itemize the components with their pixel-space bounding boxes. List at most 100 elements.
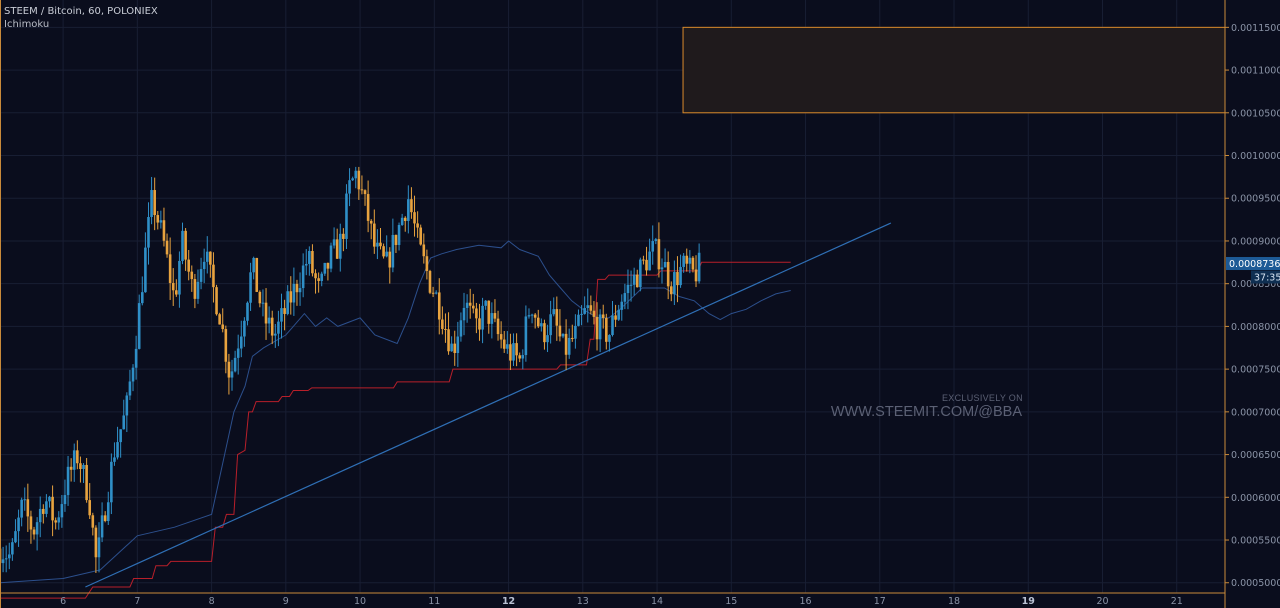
x-tick-label: 7 bbox=[134, 596, 140, 607]
candle-body bbox=[60, 504, 64, 518]
candle-body bbox=[586, 305, 590, 309]
candle-body bbox=[366, 194, 370, 221]
candle-body bbox=[32, 529, 36, 535]
candle-body bbox=[261, 302, 265, 304]
candle-body bbox=[298, 288, 302, 293]
watermark-main: WWW.STEEMIT.COM/@BBA bbox=[830, 404, 1023, 420]
candle-body bbox=[685, 255, 689, 264]
candle-body bbox=[311, 250, 314, 274]
candle-body bbox=[363, 190, 367, 195]
candle-body bbox=[419, 227, 423, 245]
candle-body bbox=[348, 180, 351, 194]
candle-body bbox=[660, 267, 664, 270]
candle-body bbox=[29, 516, 33, 530]
candle-body bbox=[592, 310, 596, 317]
candle-body bbox=[103, 515, 107, 522]
candle-body bbox=[332, 239, 336, 246]
candle-body bbox=[264, 302, 268, 324]
candle-body bbox=[487, 300, 491, 324]
candle-body bbox=[292, 283, 296, 303]
candle-body bbox=[577, 314, 580, 326]
candles bbox=[0, 166, 701, 574]
tenkan-line bbox=[0, 240, 791, 584]
candle-body bbox=[357, 170, 361, 190]
candle-body bbox=[320, 273, 324, 281]
candle-body bbox=[679, 266, 682, 286]
x-tick-label: 14 bbox=[651, 596, 663, 607]
symbol-title[interactable]: STEEM / Bitcoin, 60, POLONIEX bbox=[4, 6, 158, 17]
candle-body bbox=[397, 224, 401, 245]
candle-body bbox=[338, 233, 342, 259]
candle-body bbox=[308, 250, 311, 264]
candle-body bbox=[484, 300, 487, 306]
candle-body bbox=[140, 292, 144, 304]
candle-body bbox=[441, 319, 444, 329]
candle-body bbox=[218, 314, 221, 325]
candle-body bbox=[54, 520, 57, 523]
candle-body bbox=[134, 348, 138, 368]
candle-body bbox=[425, 256, 429, 271]
candle-body bbox=[481, 305, 484, 330]
candle-body bbox=[212, 264, 215, 288]
candle-body bbox=[623, 293, 627, 302]
candle-body bbox=[400, 217, 404, 225]
candle-body bbox=[651, 241, 655, 252]
candle-body bbox=[580, 313, 583, 315]
candle-body bbox=[4, 558, 8, 560]
candle-body bbox=[45, 501, 48, 514]
candle-body bbox=[38, 508, 42, 523]
candle-body bbox=[72, 450, 76, 470]
candle-body bbox=[635, 274, 639, 288]
candle-body bbox=[249, 272, 252, 303]
candle-body bbox=[453, 343, 457, 354]
candle-body bbox=[509, 344, 512, 361]
candle-body bbox=[335, 239, 339, 259]
candle-body bbox=[468, 302, 472, 306]
candle-body bbox=[410, 199, 413, 213]
x-tick-label: 9 bbox=[283, 596, 289, 607]
candle-body bbox=[471, 305, 475, 309]
x-tick-label: 16 bbox=[799, 596, 811, 607]
candle-body bbox=[530, 314, 534, 316]
candle-body bbox=[85, 464, 88, 501]
candle-body bbox=[561, 333, 565, 337]
candle-body bbox=[536, 317, 540, 327]
candle-body bbox=[199, 269, 203, 282]
x-tick-label: 8 bbox=[209, 596, 215, 607]
candle-body bbox=[499, 334, 503, 340]
candle-body bbox=[255, 257, 259, 292]
candle-body bbox=[91, 515, 95, 528]
x-tick-label: 11 bbox=[428, 596, 440, 607]
candle-body bbox=[94, 527, 98, 558]
trendline bbox=[85, 222, 892, 588]
candle-body bbox=[589, 305, 593, 311]
candle-body bbox=[246, 302, 249, 321]
candle-body bbox=[694, 269, 698, 282]
indicator-label[interactable]: Ichimoku bbox=[4, 19, 50, 30]
candle-body bbox=[564, 333, 568, 355]
candle-body bbox=[403, 217, 407, 221]
candle-body bbox=[382, 246, 385, 257]
candle-body bbox=[178, 260, 181, 295]
candle-body bbox=[168, 254, 172, 283]
candle-body bbox=[422, 244, 426, 257]
candle-body bbox=[598, 314, 602, 340]
candle-body bbox=[106, 502, 110, 522]
candle-body bbox=[119, 429, 122, 443]
candle-body bbox=[642, 259, 645, 261]
candle-body bbox=[376, 242, 379, 247]
candle-body bbox=[546, 335, 549, 343]
candle-body bbox=[373, 223, 376, 247]
candle-body bbox=[236, 348, 240, 358]
candle-body bbox=[274, 333, 277, 336]
candle-body bbox=[252, 257, 255, 273]
candle-body bbox=[314, 273, 317, 279]
candle-body bbox=[570, 337, 574, 339]
candle-body bbox=[48, 496, 51, 502]
